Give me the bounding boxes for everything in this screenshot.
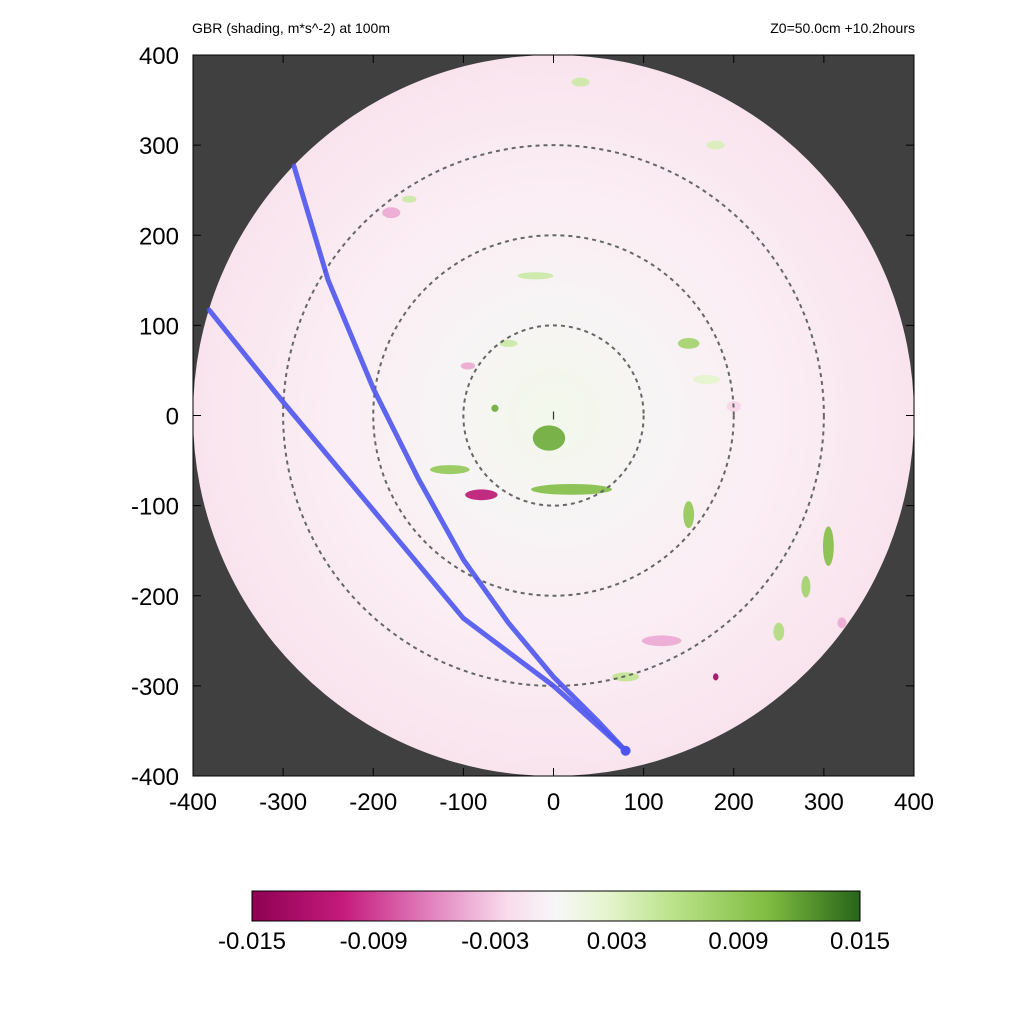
shading-feature: [517, 272, 554, 280]
shading-feature: [382, 207, 401, 219]
shading-feature: [822, 526, 834, 567]
colorbar-tick-label: 0.009: [708, 928, 768, 955]
y-tick-label: 400: [139, 43, 179, 70]
range-ring: [462, 324, 645, 507]
x-tick-label: -100: [439, 789, 487, 816]
x-tick-label: -300: [259, 789, 307, 816]
x-tick-label: 400: [894, 789, 934, 816]
y-tick-label: 200: [139, 223, 179, 250]
shading-feature: [491, 404, 499, 412]
y-tick-label: 300: [139, 133, 179, 160]
shading-feature: [801, 575, 811, 598]
track-line: [206, 307, 629, 754]
colorbar-tick-label: 0.003: [587, 928, 647, 955]
colorbar-tick-label: -0.015: [218, 928, 286, 955]
shading-feature: [571, 77, 590, 87]
y-tick-label: -100: [131, 494, 179, 521]
shading-feature: [499, 339, 518, 348]
plot-title: GBR (shading, m*s^-2) at 100m: [192, 20, 390, 36]
range-ring: [372, 234, 735, 597]
shading-feature: [465, 489, 498, 501]
x-tick-label: 300: [804, 789, 844, 816]
shading-feature: [402, 195, 417, 203]
shading-feature: [530, 483, 613, 495]
y-tick-label: 0: [166, 404, 179, 431]
x-tick-label: -200: [349, 789, 397, 816]
shading-features: [382, 77, 847, 682]
y-tick-label: -400: [131, 764, 179, 791]
shading-feature: [641, 635, 682, 647]
colorbar-tick-label: 0.015: [830, 928, 890, 955]
y-tick-label: -300: [131, 674, 179, 701]
shading-feature: [693, 374, 721, 384]
y-tick-label: 100: [139, 313, 179, 340]
shading-feature: [612, 672, 640, 682]
colorbar: [251, 890, 861, 922]
x-tick-label: 100: [624, 789, 664, 816]
shading-feature: [683, 501, 695, 529]
shading-feature: [430, 465, 470, 475]
shading-feature: [837, 617, 847, 629]
shading-feature: [460, 362, 476, 370]
shading-feature: [773, 622, 785, 641]
track-line: [291, 163, 629, 754]
run-info: Z0=50.0cm +10.2hours: [770, 20, 915, 36]
colorbar-tick-label: -0.009: [340, 928, 408, 955]
shading-feature: [532, 425, 566, 451]
x-tick-label: -400: [169, 789, 217, 816]
shading-feature: [713, 673, 719, 681]
track-endpoint: [620, 745, 631, 756]
x-tick-label: 200: [714, 789, 754, 816]
shading-feature: [706, 140, 725, 150]
y-tick-label: -200: [131, 584, 179, 611]
x-tick-label: 0: [547, 789, 560, 816]
shading-feature: [677, 337, 700, 349]
colorbar-tick-label: -0.003: [461, 928, 529, 955]
